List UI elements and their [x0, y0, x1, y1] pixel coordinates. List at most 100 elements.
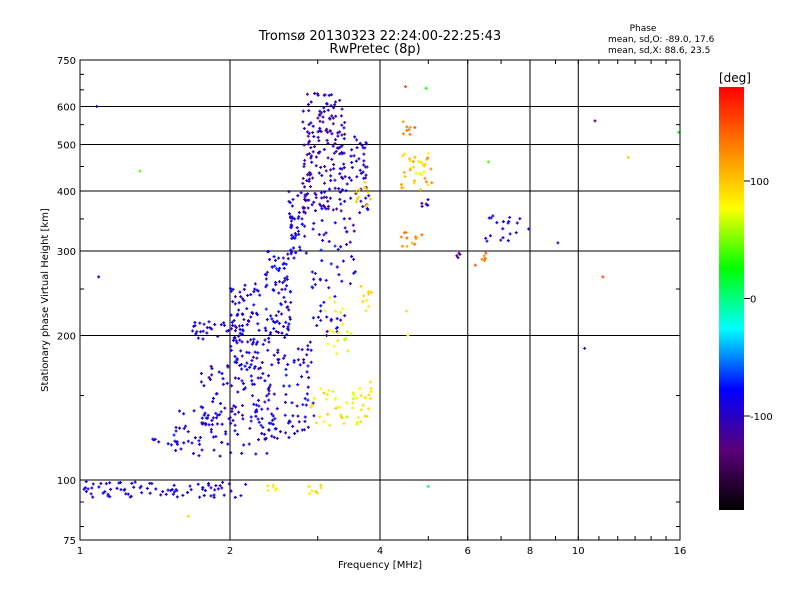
data-point [324, 195, 328, 199]
data-point [484, 251, 488, 255]
data-point [319, 483, 323, 487]
data-point [272, 392, 276, 396]
data-point [239, 349, 243, 353]
data-point [287, 322, 291, 326]
data-point [230, 384, 234, 388]
data-point [455, 254, 459, 258]
data-point [338, 197, 342, 201]
data-point [426, 183, 430, 187]
data-point [350, 255, 354, 259]
data-point [242, 287, 246, 291]
data-point [362, 294, 366, 298]
data-point [198, 442, 202, 446]
data-point [418, 171, 422, 175]
data-point [270, 412, 274, 416]
data-point [154, 487, 158, 491]
data-point [314, 209, 318, 213]
data-point [320, 259, 324, 263]
data-point [410, 241, 414, 245]
data-point [245, 368, 249, 372]
data-point [283, 276, 287, 280]
data-point [274, 283, 278, 287]
data-point [191, 329, 195, 333]
data-point [209, 486, 213, 490]
data-point [126, 492, 130, 496]
data-point [242, 299, 246, 303]
data-point [401, 120, 405, 124]
data-point [307, 376, 311, 380]
data-point [172, 490, 176, 494]
data-point [253, 287, 257, 291]
data-point [249, 374, 253, 378]
data-point [291, 235, 295, 239]
data-point [288, 216, 292, 220]
data-point [240, 451, 244, 455]
colorbar-tick-label: -100 [750, 412, 773, 423]
data-point [314, 164, 318, 168]
data-point [240, 312, 244, 316]
data-point [313, 271, 317, 275]
data-point [303, 224, 307, 228]
data-point [359, 420, 363, 424]
data-point [241, 382, 245, 386]
data-point [338, 405, 342, 409]
data-point [413, 242, 417, 246]
data-point [330, 114, 334, 118]
data-point [319, 191, 323, 195]
data-point [483, 256, 487, 260]
data-point [343, 175, 347, 179]
data-point [343, 314, 347, 318]
data-point [322, 233, 326, 237]
data-point [318, 202, 322, 206]
data-point [267, 340, 271, 344]
data-point [408, 168, 412, 172]
data-point [424, 180, 428, 184]
data-point [210, 418, 214, 422]
data-point [405, 129, 409, 133]
data-point [265, 283, 269, 287]
data-point [193, 320, 197, 324]
data-point [237, 301, 241, 305]
data-point [264, 307, 268, 311]
data-point [357, 195, 361, 199]
data-point [311, 286, 315, 290]
data-point [249, 419, 253, 423]
data-point [342, 137, 346, 141]
data-point [305, 153, 309, 157]
data-point [310, 270, 314, 274]
data-point [296, 194, 300, 198]
data-point [328, 296, 332, 300]
data-point [233, 324, 237, 328]
phase-legend-x: mean, sd,X: 88.6, 23.5 [608, 46, 710, 56]
data-point [294, 251, 298, 255]
data-point [329, 104, 333, 108]
data-point [221, 480, 225, 484]
data-point [226, 442, 230, 446]
data-point [249, 338, 253, 342]
data-point [316, 92, 320, 96]
data-point [217, 370, 221, 374]
data-point [369, 397, 373, 401]
data-point [326, 205, 330, 209]
data-point [253, 350, 257, 354]
data-point [296, 347, 300, 351]
data-point [240, 404, 244, 408]
data-point [491, 214, 495, 218]
data-point [364, 196, 368, 200]
data-point [138, 169, 142, 173]
data-point [312, 396, 316, 400]
data-point [430, 181, 434, 185]
data-point [306, 344, 310, 348]
data-point [239, 367, 243, 371]
data-point [353, 270, 357, 274]
data-point [244, 482, 248, 486]
data-point [340, 144, 344, 148]
data-point [314, 196, 318, 200]
data-point [340, 133, 344, 137]
data-point [260, 431, 264, 435]
data-point [232, 319, 236, 323]
data-point [340, 167, 344, 171]
data-point [339, 310, 343, 314]
data-point [339, 209, 343, 213]
data-point [303, 158, 307, 162]
